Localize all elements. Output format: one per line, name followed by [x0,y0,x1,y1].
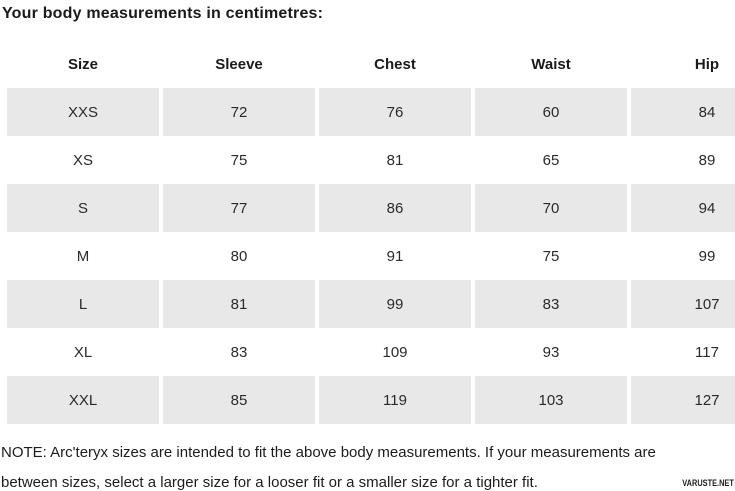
table-row-l: L 81 99 83 107 [7,280,735,328]
value-cell: 65 [542,151,560,169]
size-cell: S [7,184,159,232]
table-row-xxl: XXL 85 119 103 127 [7,376,735,424]
table-header-row: Size Sleeve Chest Waist Hip [7,40,735,88]
value-cell: 99 [698,247,716,265]
value-cell: 80 [230,247,248,265]
page-title: Your body measurements in centimetres: [2,5,324,22]
table-row-xs: XS 75 81 65 89 [7,136,735,184]
value-cell: 81 [386,151,404,169]
header-cell-hip: Hip [631,40,735,88]
value-cell: 107 [631,280,735,328]
header-cell-sleeve: Sleeve [163,40,315,88]
note-line-1: NOTE: Arc'teryx sizes are intended to fi… [1,444,656,461]
watermark: VARUSTE.NET [682,478,734,488]
size-table-head: Size Sleeve Chest Waist Hip [7,40,735,88]
value-cell: 86 [319,184,471,232]
value-cell: 94 [631,184,735,232]
value-cell: 75 [542,247,560,265]
size-cell: XL [73,343,93,361]
value-cell: 127 [631,376,735,424]
value-cell: 89 [698,151,716,169]
value-cell: 70 [475,184,627,232]
note-text: NOTE: Arc'teryx sizes are intended to fi… [0,438,735,491]
table-row-xxs: XXS 72 76 60 84 [7,88,735,136]
value-cell: 103 [475,376,627,424]
size-cell: XXS [7,88,159,136]
value-cell: 119 [319,376,471,424]
table-row-s: S 77 86 70 94 [7,184,735,232]
value-cell: 83 [475,280,627,328]
value-cell: 99 [319,280,471,328]
value-cell: 77 [163,184,315,232]
value-cell: 117 [695,343,719,361]
table-row-m: M 80 91 75 99 [7,232,735,280]
header-cell-size: Size [7,40,159,88]
value-cell: 83 [230,343,248,361]
value-cell: 84 [631,88,735,136]
value-cell: 109 [382,343,408,361]
header-cell-waist: Waist [475,40,627,88]
note-line-2: between sizes, select a larger size for … [1,474,538,491]
size-table-body: XXS 72 76 60 84 XS 75 81 65 89 S 77 86 70 94 M 80 91 75 99 L… [7,88,735,424]
size-cell: L [7,280,159,328]
size-cell: M [76,247,90,265]
value-cell: 91 [386,247,404,265]
value-cell: 76 [319,88,471,136]
value-cell: 81 [163,280,315,328]
value-cell: 93 [542,343,560,361]
size-cell: XXL [7,376,159,424]
value-cell: 85 [163,376,315,424]
value-cell: 60 [475,88,627,136]
value-cell: 72 [163,88,315,136]
size-table: Size Sleeve Chest Waist Hip XXS 72 76 60 84 XS 75 8… [3,40,735,424]
value-cell: 75 [230,151,248,169]
table-row-xl: XL 83 109 93 117 [7,328,735,376]
size-cell: XS [72,151,93,169]
size-table-container: Size Sleeve Chest Waist Hip XXS 72 76 60 84 XS 75 8… [0,40,735,424]
header-cell-chest: Chest [319,40,471,88]
